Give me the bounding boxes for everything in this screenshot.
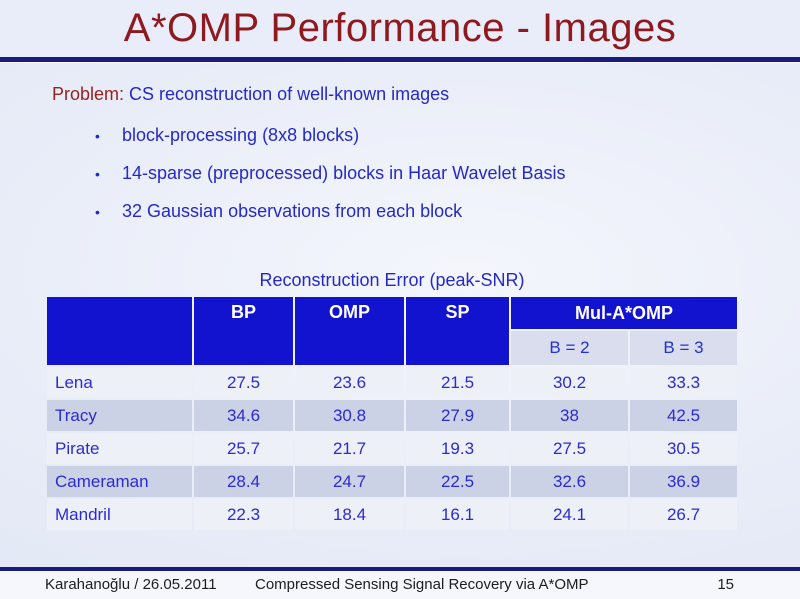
table-cell: 24.7 xyxy=(295,466,404,497)
footer-author-date: Karahanoğlu / 26.05.2011 xyxy=(45,576,217,593)
row-name: Pirate xyxy=(47,433,192,464)
footer-divider xyxy=(0,567,800,571)
row-name: Cameraman xyxy=(47,466,192,497)
table-cell: 22.5 xyxy=(406,466,509,497)
table-cell: 42.5 xyxy=(630,400,737,431)
bullet-text: block-processing (8x8 blocks) xyxy=(122,125,360,145)
footer: Karahanoğlu / 26.05.2011 Compressed Sens… xyxy=(0,571,800,599)
title-band: A*OMP Performance - Images xyxy=(0,0,800,57)
bullet-list: • block-processing (8x8 blocks) • 14-spa… xyxy=(95,125,566,239)
table-cell: 16.1 xyxy=(406,499,509,530)
table-header-mul-a-omp: Mul-A*OMP xyxy=(511,297,737,329)
problem-text: CS reconstruction of well-known images xyxy=(129,84,450,104)
table-cell: 36.9 xyxy=(630,466,737,497)
table-cell: 19.3 xyxy=(406,433,509,464)
table-header-blank xyxy=(47,297,192,365)
table-title: Reconstruction Error (peak-SNR) xyxy=(259,270,525,290)
row-name: Tracy xyxy=(47,400,192,431)
table-cell: 32.6 xyxy=(511,466,628,497)
table-header-bp: BP xyxy=(194,297,293,365)
bullet-text: 32 Gaussian observations from each block xyxy=(122,201,463,221)
table-cell: 27.5 xyxy=(194,367,293,398)
table-subheader-b2: B = 2 xyxy=(511,331,628,365)
table-cell: 22.3 xyxy=(194,499,293,530)
bullet-dot-icon: • xyxy=(95,166,100,182)
table-cell: 21.7 xyxy=(295,433,404,464)
table-cell: 30.8 xyxy=(295,400,404,431)
footer-presentation-title: Compressed Sensing Signal Recovery via A… xyxy=(255,576,589,593)
table-cell: 21.5 xyxy=(406,367,509,398)
table-cell: 34.6 xyxy=(194,400,293,431)
footer-page-number: 15 xyxy=(717,576,734,593)
table-header-sp: SP xyxy=(406,297,509,365)
table-cell: 27.5 xyxy=(511,433,628,464)
table-cell: 30.2 xyxy=(511,367,628,398)
bullet-text: 14-sparse (preprocessed) blocks in Haar … xyxy=(122,163,566,183)
results-table: BP OMP SP Mul-A*OMP B = 2 B = 3 Lena 27.… xyxy=(47,297,737,530)
table-cell: 27.9 xyxy=(406,400,509,431)
bullet-dot-icon: • xyxy=(95,128,100,144)
bullet-item: • 32 Gaussian observations from each blo… xyxy=(95,201,566,239)
table-header-omp: OMP xyxy=(295,297,404,365)
table-cell: 26.7 xyxy=(630,499,737,530)
table-cell: 23.6 xyxy=(295,367,404,398)
title-divider xyxy=(0,57,800,63)
bullet-item: • block-processing (8x8 blocks) xyxy=(95,125,566,163)
row-name: Mandril xyxy=(47,499,192,530)
table-cell: 38 xyxy=(511,400,628,431)
table-cell: 18.4 xyxy=(295,499,404,530)
bullet-dot-icon: • xyxy=(95,204,100,220)
table-cell: 28.4 xyxy=(194,466,293,497)
table-cell: 30.5 xyxy=(630,433,737,464)
table-cell: 24.1 xyxy=(511,499,628,530)
problem-label: Problem: xyxy=(52,84,125,104)
page-title: A*OMP Performance - Images xyxy=(123,6,677,50)
table-cell: 25.7 xyxy=(194,433,293,464)
bullet-item: • 14-sparse (preprocessed) blocks in Haa… xyxy=(95,163,566,201)
problem-line: Problem: CS reconstruction of well-known… xyxy=(52,84,449,105)
table-subheader-b3: B = 3 xyxy=(630,331,737,365)
table-cell: 33.3 xyxy=(630,367,737,398)
row-name: Lena xyxy=(47,367,192,398)
